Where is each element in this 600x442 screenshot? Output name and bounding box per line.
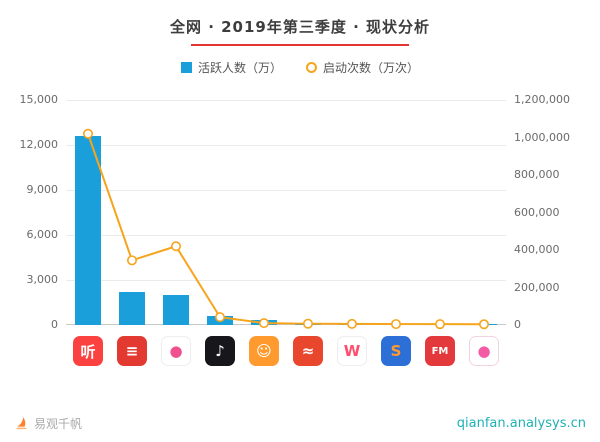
- app-icon-blue-dragon: S: [381, 336, 411, 366]
- gridline: [66, 324, 506, 325]
- left-axis-tick-label: 12,000: [19, 138, 59, 151]
- footer: 易观千帆 qianfan.analysys.cn: [14, 415, 586, 432]
- line-marker-icon: [390, 319, 401, 330]
- left-axis-tick-label: 0: [51, 318, 58, 331]
- left-axis-tick-label: 3,000: [26, 273, 59, 286]
- page-title: 全网 · 2019年第三季度 · 现状分析: [169, 18, 431, 36]
- right-axis-tick-label: 800,000: [514, 168, 560, 181]
- app-icon-pink-ball: ●: [161, 336, 191, 366]
- circle-legend-marker-icon: [306, 62, 317, 73]
- bar-red-radio-app: [119, 292, 145, 325]
- line-marker-icon: [434, 319, 445, 330]
- app-icon-red-shield-wave: ≈: [293, 336, 323, 366]
- line-marker-icon: [215, 312, 226, 323]
- app-icon-red-listen: 听: [73, 336, 103, 366]
- bar-pink-ball-app: [163, 295, 189, 325]
- app-icon-red-radio: ≡: [117, 336, 147, 366]
- legend-item-0[interactable]: 活跃人数（万）: [180, 59, 282, 76]
- sail-logo-icon: [15, 417, 28, 430]
- right-axis-tick-label: 400,000: [514, 243, 560, 256]
- left-axis-tick-label: 9,000: [26, 183, 59, 196]
- line-series: [82, 128, 489, 330]
- header: 全网 · 2019年第三季度 · 现状分析: [0, 16, 600, 46]
- line-marker-icon: [82, 128, 93, 139]
- left-axis-tick-label: 15,000: [19, 93, 59, 106]
- app-icon-orange-monkey: ☺: [249, 336, 279, 366]
- app-icon-black-bird: ♪: [205, 336, 235, 366]
- right-axis-tick-label: 1,000,000: [514, 130, 570, 144]
- gridline: [66, 145, 506, 146]
- line-marker-icon: [126, 255, 137, 266]
- left-axis-tick-label: 6,000: [26, 228, 59, 241]
- legend-label: 启动次数（万次）: [323, 61, 420, 75]
- line-marker-icon: [171, 241, 182, 252]
- gridline: [66, 235, 506, 236]
- right-axis-tick-label: 1,200,000: [514, 93, 570, 106]
- legend-label: 活跃人数（万）: [197, 61, 282, 75]
- right-axis-tick-label: 200,000: [514, 280, 560, 294]
- plot-area: [66, 100, 506, 330]
- line-marker-icon: [303, 318, 314, 329]
- app-icon-white-w: W: [337, 336, 367, 366]
- line-marker-icon: [478, 319, 489, 330]
- gridline: [66, 280, 506, 281]
- gridline: [66, 190, 506, 191]
- site-url[interactable]: qianfan.analysys.cn: [456, 416, 586, 431]
- combo-chart: 0 3,000 6,000 9,000 12,000 15,000 0 200,000 400,…: [10, 93, 590, 385]
- brand-label: 易观千帆: [34, 417, 83, 431]
- gridline: [66, 100, 506, 101]
- legend-item-1[interactable]: 启动次数（万次）: [306, 59, 419, 76]
- app-icon-red-fm: FM: [425, 336, 455, 366]
- right-axis-tick-label: 0: [514, 318, 521, 331]
- brand: 易观千帆: [14, 415, 82, 432]
- legend: 活跃人数（万） 启动次数（万次）: [0, 59, 600, 76]
- app-icon-white-raspberry: ●: [469, 336, 499, 366]
- line-marker-icon: [346, 318, 357, 329]
- title-underline: [191, 44, 409, 46]
- bar-red-listen-app: [75, 136, 101, 325]
- right-axis-tick-label: 600,000: [514, 205, 560, 219]
- square-legend-marker-icon: [180, 62, 192, 73]
- line-marker-icon: [259, 318, 270, 329]
